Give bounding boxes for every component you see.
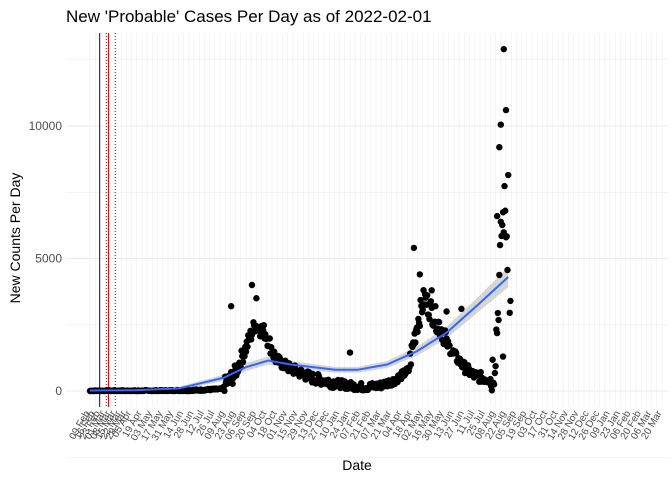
data-point: [435, 318, 443, 326]
data-point: [491, 369, 499, 377]
confidence-band: [90, 266, 509, 391]
data-point: [494, 309, 502, 317]
data-point: [416, 322, 424, 330]
data-point: [242, 348, 250, 355]
data-point: [221, 387, 228, 395]
data-point: [357, 379, 365, 387]
data-point: [493, 329, 501, 337]
data-point: [412, 339, 419, 346]
data-point: [416, 271, 424, 278]
data-point: [503, 233, 510, 240]
data-point: [477, 368, 484, 376]
data-point: [407, 361, 415, 368]
reference-lines: [99, 33, 116, 407]
data-point: [426, 315, 433, 323]
data-point: [244, 343, 251, 350]
data-point: [500, 45, 507, 53]
data-point: [229, 380, 236, 387]
data-point: [506, 309, 513, 317]
data-point: [490, 381, 498, 388]
data-point: [239, 358, 247, 366]
data-point: [419, 306, 426, 313]
data-point: [424, 292, 431, 299]
data-point: [248, 281, 256, 289]
chart-title: New 'Probable' Cases Per Day as of 2022-…: [66, 7, 432, 26]
data-point: [495, 316, 502, 324]
data-point: [496, 241, 504, 249]
data-point: [414, 328, 421, 336]
data-point: [507, 297, 514, 305]
data-point: [505, 171, 512, 179]
smooth-line: [89, 276, 509, 392]
data-point: [504, 266, 511, 274]
data-point: [499, 221, 506, 229]
data-point: [501, 182, 508, 190]
data-point: [492, 362, 499, 370]
data-point: [227, 303, 235, 310]
data-point: [432, 303, 439, 310]
data-points: [86, 45, 514, 395]
data-point: [253, 295, 260, 302]
smooth-band: [90, 266, 509, 391]
data-point: [453, 350, 460, 357]
data-point: [497, 121, 504, 128]
data-point: [499, 353, 507, 360]
x-axis-label: Date: [342, 457, 372, 473]
data-point: [427, 298, 435, 305]
data-point: [446, 342, 453, 349]
data-point: [502, 207, 509, 214]
data-point: [502, 106, 510, 114]
y-tick-label: 0: [55, 384, 62, 398]
data-point: [260, 322, 268, 329]
data-point: [458, 305, 465, 313]
data-point: [488, 387, 496, 394]
trend-line: [89, 276, 509, 392]
y-axis-ticks: 0 5000 10000: [29, 119, 63, 398]
data-point: [443, 308, 450, 315]
data-point: [489, 356, 496, 363]
y-axis-label: New Counts Per Day: [7, 173, 23, 304]
grid: [66, 33, 668, 458]
data-point: [417, 296, 424, 304]
y-tick-label: 10000: [29, 119, 63, 133]
data-point: [496, 271, 503, 279]
data-point: [428, 287, 435, 294]
data-point: [496, 144, 503, 151]
data-point: [410, 244, 418, 252]
data-point: [346, 349, 354, 356]
data-point: [266, 335, 273, 342]
y-tick-label: 5000: [35, 252, 62, 266]
data-point: [493, 212, 501, 220]
data-point: [309, 370, 317, 378]
